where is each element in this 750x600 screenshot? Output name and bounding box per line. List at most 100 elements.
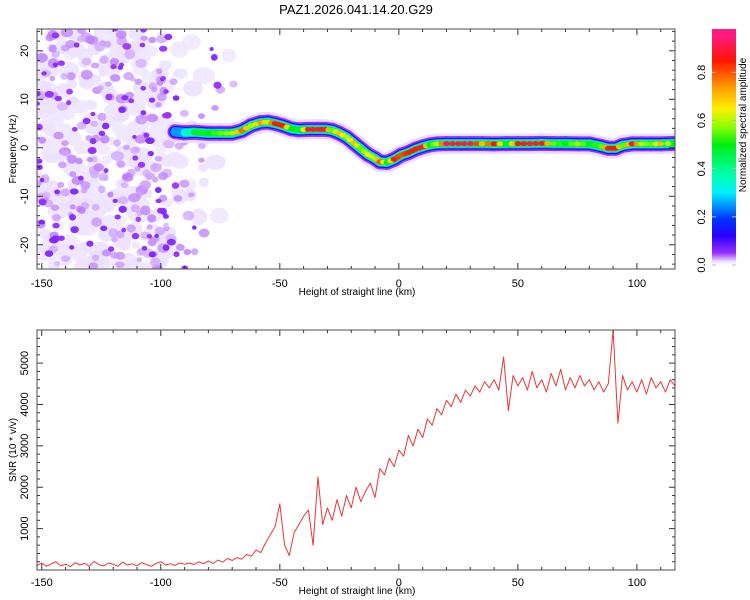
ridge-core-blob: [538, 141, 546, 146]
ridge-core-blob: [455, 141, 462, 147]
ridge-core-blob: [222, 130, 230, 136]
noise-blob: [38, 229, 52, 239]
noise-blob: [174, 142, 184, 150]
noise-blob: [162, 113, 168, 119]
x-tick-label: -150: [31, 577, 53, 589]
noise-blob: [57, 181, 65, 188]
noise-blob: [155, 102, 162, 108]
y-tick-label: -20: [19, 237, 31, 253]
noise-blob: [221, 48, 237, 63]
noise-blob: [198, 157, 205, 163]
noise-blob: [110, 74, 121, 82]
noise-blob: [38, 198, 47, 206]
noise-blob: [179, 179, 190, 188]
noise-blob: [117, 196, 129, 205]
x-tick-label: -50: [272, 278, 288, 290]
noise-blob: [141, 245, 148, 251]
noise-blob: [139, 180, 152, 190]
ridge-core-blob: [579, 141, 587, 147]
noise-blob: [209, 47, 214, 51]
noise-blob: [192, 67, 215, 84]
noise-blob: [107, 256, 118, 266]
noise-blob: [77, 206, 86, 214]
noise-blob: [103, 168, 109, 174]
noise-blob: [132, 134, 137, 139]
noise-blob: [162, 244, 170, 251]
spectrogram-image: [37, 29, 675, 269]
ridge-core-blob: [460, 141, 468, 147]
noise-blob: [191, 248, 199, 256]
noise-blob: [120, 182, 129, 189]
noise-blob: [98, 130, 106, 136]
noise-blob: [166, 238, 176, 246]
ridge-core-blob: [305, 126, 312, 132]
ridge-core-blob: [633, 141, 641, 147]
noise-blob: [163, 89, 169, 94]
noise-blob: [118, 106, 126, 114]
noise-blob: [143, 132, 150, 138]
noise-blob: [107, 191, 114, 198]
noise-blob: [128, 193, 141, 203]
noise-blob: [131, 232, 140, 240]
ridge-core-blob: [591, 142, 599, 148]
noise-blob: [176, 243, 185, 252]
noise-blob: [41, 71, 47, 76]
noise-blob: [159, 45, 168, 52]
y-tick-label: -10: [19, 188, 31, 204]
ridge-core-blob: [638, 141, 646, 147]
ridge-core-blob: [484, 141, 492, 147]
x-tick-label: 100: [628, 278, 646, 290]
noise-blob: [187, 192, 195, 198]
ridge-core-blob: [585, 141, 593, 147]
noise-blob: [87, 147, 97, 154]
noise-blob: [86, 240, 94, 247]
noise-blob: [156, 68, 163, 75]
noise-blob: [66, 100, 72, 106]
noise-blob: [123, 144, 131, 151]
noise-blob: [123, 72, 134, 81]
noise-blob: [115, 261, 125, 269]
noise-blob: [155, 198, 162, 204]
colorbar-tick-label: 0.2: [696, 209, 708, 224]
colorbar-tick-label: 0.4: [696, 161, 708, 176]
noise-blob: [74, 99, 90, 114]
noise-blob: [93, 163, 104, 172]
noise-blob: [80, 70, 93, 80]
noise-blob: [51, 214, 61, 222]
noise-blob: [132, 155, 139, 161]
noise-blob: [100, 225, 108, 232]
ridge-core-blob: [309, 126, 317, 132]
noise-blob: [163, 222, 169, 229]
noise-blob: [89, 138, 97, 145]
noise-blob: [81, 57, 92, 66]
y-tick-label: 10: [19, 93, 31, 105]
noise-blob: [213, 81, 222, 89]
y-tick-label: 1000: [19, 516, 31, 540]
noise-blob: [179, 109, 189, 117]
noise-blob: [163, 214, 169, 219]
ridge-core-blob: [647, 141, 655, 147]
colorbar-tick-label: 0.6: [696, 113, 708, 128]
figure-title: PAZ1.2026.041.14.20.G29: [279, 2, 433, 17]
x-tick-label: -100: [150, 278, 172, 290]
noise-blob: [60, 188, 70, 197]
noise-blob: [118, 205, 127, 213]
ridge-core-blob: [664, 141, 672, 147]
noise-blob: [99, 134, 110, 144]
noise-blob: [148, 36, 157, 44]
ridge-core-blob: [514, 141, 522, 147]
noise-blob: [140, 35, 148, 41]
noise-blob: [116, 160, 126, 168]
noise-blob: [103, 40, 112, 48]
x-tick-label: -50: [272, 577, 288, 589]
x-tick-label: 100: [628, 577, 646, 589]
noise-blob: [134, 166, 141, 172]
noise-blob: [49, 236, 59, 244]
noise-blob: [66, 88, 73, 95]
ridge-core-blob: [544, 141, 551, 146]
x-tick-label: -150: [31, 278, 53, 290]
noise-blob: [37, 91, 41, 97]
noise-blob: [44, 90, 54, 98]
noise-blob: [87, 157, 94, 163]
noise-blob: [139, 42, 146, 48]
